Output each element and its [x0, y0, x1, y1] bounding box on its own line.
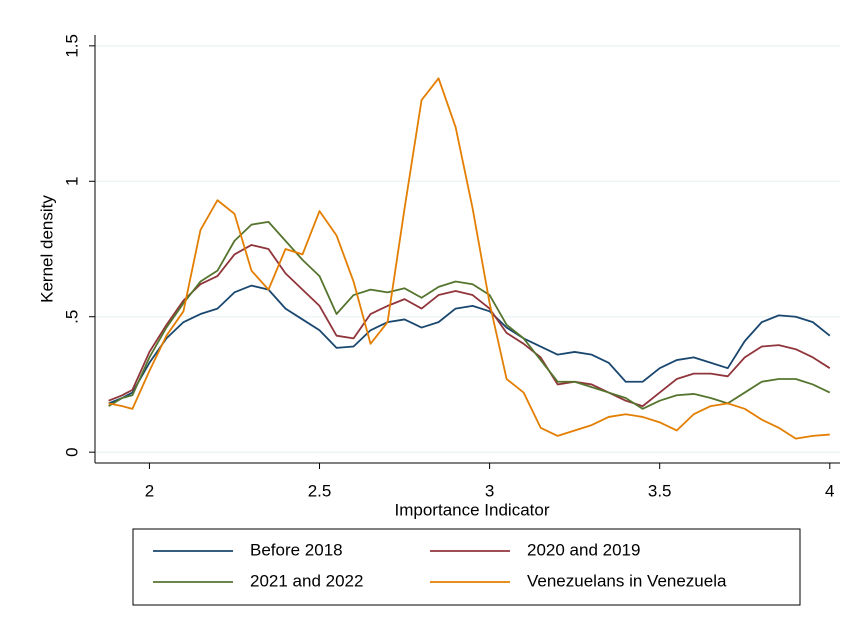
series-line — [108, 284, 831, 405]
series-line — [108, 77, 830, 440]
series-line — [108, 221, 831, 410]
x-tick-label: 4 — [825, 481, 834, 500]
legend-box — [132, 528, 801, 606]
y-tick-label: 1.5 — [62, 34, 81, 58]
legend-label: Before 2018 — [250, 540, 343, 559]
y-tick-label: .5 — [62, 310, 81, 324]
y-axis-title: Kernel density — [37, 195, 56, 303]
x-axis-title: Importance Indicator — [395, 500, 550, 519]
legend-label: 2021 and 2022 — [250, 571, 363, 590]
y-tick-label: 1 — [62, 177, 81, 186]
legend-label: 2020 and 2019 — [527, 540, 640, 559]
x-tick-label: 3 — [485, 481, 494, 500]
x-tick-label: 3.5 — [648, 481, 672, 500]
legend-label: Venezuelans in Venezuela — [527, 571, 727, 590]
x-tick-label: 2 — [145, 481, 154, 500]
x-tick-label: 2.5 — [308, 481, 332, 500]
series-line — [108, 244, 831, 408]
y-tick-label: 0 — [62, 447, 81, 456]
